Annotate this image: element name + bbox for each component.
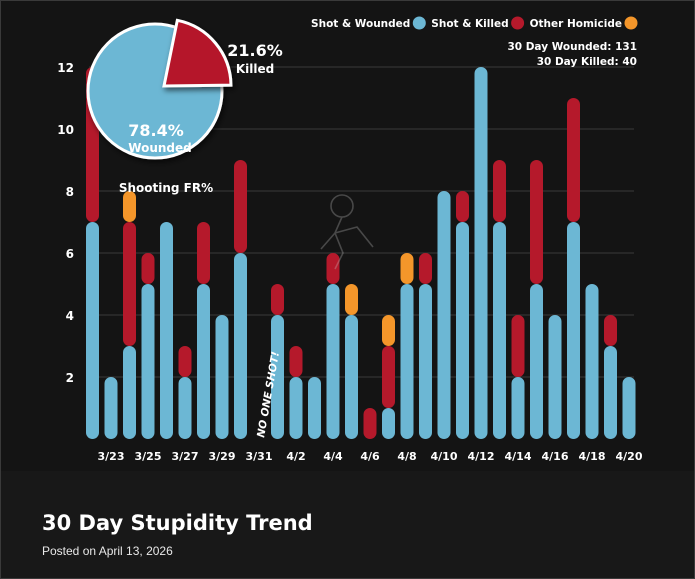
legend: Other Homicide Shot & Killed Shot & Wounde… [311,16,638,30]
legend-label: Shot & Killed [431,18,508,30]
x-tick-label: 4/2 [286,450,305,463]
bar-segment [345,284,358,315]
pie-wounded-percent: 78.4% [128,121,184,140]
x-tick-label: 3/29 [209,450,236,463]
y-tick-label: 8 [66,185,74,199]
x-tick-label: 4/12 [468,450,495,463]
bar-segment [604,315,617,346]
x-tick-label: 4/10 [431,450,458,463]
bar-segment [160,222,173,439]
bar-segment [511,377,525,439]
x-tick-label: 4/4 [323,450,343,463]
bar-segment [308,377,321,439]
stacked-bar-chart: 2 4 6 8 10 12 3/23 3/25 3/27 3/29 3/31 4/2 4/4 4/6 4/… [1,1,694,471]
chart-image: 2 4 6 8 10 12 3/23 3/25 3/27 3/29 3/31 4/2 4/4 4/6 4/… [1,1,694,471]
bar-segment [400,284,414,439]
bar-segment [234,160,247,253]
bar-segment [382,315,395,346]
bar-segment [141,253,155,284]
x-tick-label: 4/14 [505,450,532,463]
stat-30-day-wounded: 30 Day Wounded: 131 [507,41,637,53]
bar-segment [456,222,469,439]
x-tick-label: 4/20 [616,450,643,463]
x-tick-label: 4/6 [360,450,380,463]
bar-segment [437,191,451,439]
bar-segment [400,253,414,284]
bar-segment [548,315,562,439]
x-tick-label: 3/23 [98,450,125,463]
bar-segment [363,408,377,439]
bar-segment [197,222,210,284]
bar-segment [345,315,358,439]
bar-segment [585,284,599,439]
bar-segment [326,284,340,439]
bar-segment [271,284,284,315]
y-tick-label: 12 [57,61,74,75]
gridlines [89,66,634,378]
pie-killed-percent: 21.6% [227,41,283,60]
bar-segment [123,222,136,346]
bar-segment [493,222,506,439]
legend-swatch [624,16,638,30]
x-tick-label: 3/31 [246,450,273,463]
legend-swatch [511,16,525,30]
pie-slice-killed [162,18,233,88]
bar-segment [141,284,155,439]
y-tick-label: 2 [66,371,74,385]
bar-segment [493,160,506,222]
pie-wounded-name: Wounded [128,141,191,155]
x-tick-label: 3/25 [135,450,162,463]
x-tick-label: 4/16 [542,450,569,463]
bar-segment [289,377,303,439]
bar-segment [123,346,136,439]
y-tick-label: 6 [66,247,74,261]
x-tick-label: 4/8 [397,450,416,463]
pie-title: Shooting FR% [119,181,213,195]
bar-segment [530,284,543,439]
bar-segment [178,346,192,377]
y-axis-labels: 2 4 6 8 10 12 [57,61,74,385]
fatality-rate-pie: 78.4% Wounded 21.6% Killed Shooting FR% [86,18,283,195]
bar-segment [104,377,118,439]
bars [86,67,636,439]
bar-segment [271,315,284,439]
legend-label: Shot & Wounded [311,18,410,30]
legend-label: Other Homicide [530,18,622,30]
pie-killed-name: Killed [236,62,274,76]
bar-segment [289,346,303,377]
bar-segment [474,67,488,439]
y-tick-label: 4 [66,309,74,323]
watermark-figure [320,194,374,270]
bar-segment [123,191,136,222]
y-tick-label: 10 [57,123,74,137]
bar-segment [567,98,580,222]
legend-swatch [412,16,426,30]
bar-segment [326,253,340,284]
bar-segment [197,284,210,439]
bar-segment [234,253,247,439]
x-tick-label: 3/27 [172,450,199,463]
bar-segment [604,346,617,439]
x-tick-label: 4/18 [579,450,606,463]
bar-segment [622,377,636,439]
stat-30-day-killed: 30 Day Killed: 40 [537,56,637,68]
bar-segment [382,408,395,439]
bar-segment [419,284,432,439]
bar-segment [456,191,469,222]
bar-segment [178,377,192,439]
bar-segment [419,253,432,284]
bar-segment [511,315,525,377]
bar-segment [215,315,229,439]
bar-segment [382,346,395,408]
post-title: 30 Day Stupidity Trend [42,511,313,535]
post-date: Posted on April 13, 2026 [42,544,173,558]
bar-segment [86,222,99,439]
x-axis-labels: 3/23 3/25 3/27 3/29 3/31 4/2 4/4 4/6 4/8 4/10 4/12… [98,450,643,463]
bar-segment [567,222,580,439]
bar-segment [530,160,543,284]
